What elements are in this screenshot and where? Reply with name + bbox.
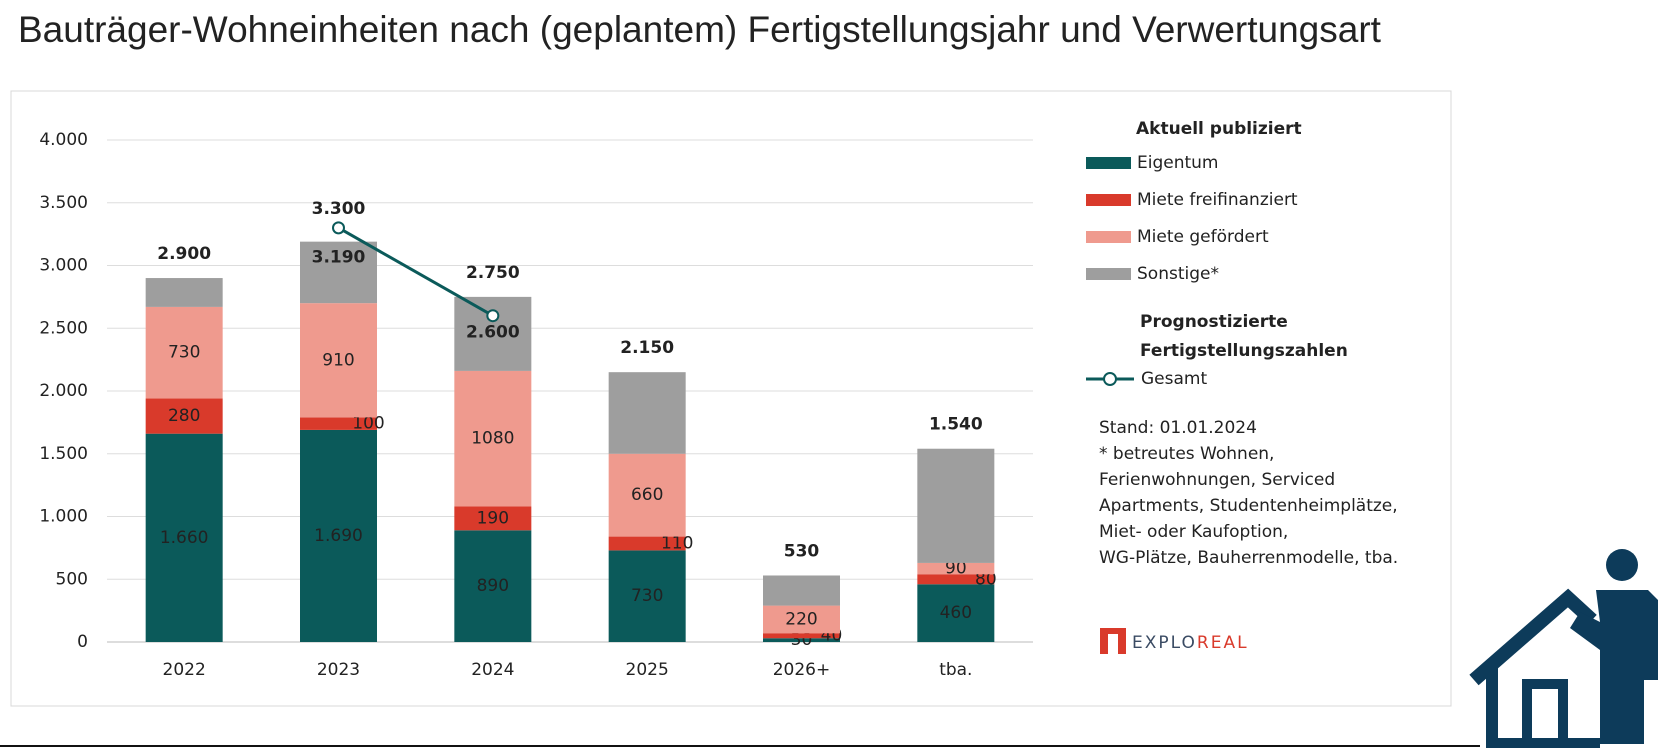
forecast-label: 2.600 xyxy=(466,323,520,343)
chart-title: Bauträger-Wohneinheiten nach (geplantem)… xyxy=(18,9,1382,50)
bar-segment xyxy=(608,536,686,551)
data-label: 1080 xyxy=(471,429,514,449)
bar-segment xyxy=(454,506,532,531)
legend-marker xyxy=(1103,372,1117,386)
data-label: 1.660 xyxy=(160,528,209,548)
legend-swatch xyxy=(1086,157,1131,169)
x-tick-label: tba. xyxy=(939,660,972,680)
logo-part: EXPLO xyxy=(1132,633,1197,653)
data-label: 80 xyxy=(975,569,997,589)
legend-label: Gesamt xyxy=(1141,369,1207,389)
x-tick-label: 2024 xyxy=(471,660,514,680)
bar-segment xyxy=(300,417,377,430)
legend-title: Prognostizierte Fertigstellungszahlen xyxy=(1140,312,1348,361)
legend-label: Miete freifinanziert xyxy=(1137,190,1298,210)
y-tick-label: 500 xyxy=(56,569,88,589)
x-tick-label: 2025 xyxy=(626,660,669,680)
data-label: 100 xyxy=(352,414,384,434)
legend-label: Sonstige* xyxy=(1137,264,1219,284)
logo-part: REAL xyxy=(1197,633,1249,653)
note: * betreutes Wohnen, xyxy=(1099,444,1274,464)
logo: EXPLOREAL xyxy=(1100,628,1249,654)
total-label: 530 xyxy=(784,541,820,561)
data-label: 280 xyxy=(168,406,200,426)
y-tick-label: 2.500 xyxy=(39,318,88,338)
legend-swatch xyxy=(1086,194,1131,206)
total-label: 2.750 xyxy=(466,263,520,283)
y-tick-label: 0 xyxy=(77,632,88,652)
y-tick-label: 1.000 xyxy=(39,507,88,527)
bar-segment xyxy=(763,575,840,606)
bar-segment xyxy=(145,433,223,642)
data-label: 460 xyxy=(940,603,972,623)
data-label: 910 xyxy=(322,350,354,370)
bar-segment xyxy=(300,241,377,304)
note: Miet- oder Kaufoption, xyxy=(1099,522,1288,542)
bar-segment xyxy=(763,638,840,642)
bar-segment xyxy=(145,278,223,307)
total-label: 1.540 xyxy=(929,415,983,435)
bar-segment xyxy=(454,530,532,642)
y-tick-label: 4.000 xyxy=(39,130,88,150)
panel xyxy=(10,90,1452,707)
data-label: 730 xyxy=(168,343,200,363)
x-tick-label: 2023 xyxy=(317,660,360,680)
bar-segment xyxy=(145,306,223,399)
forecast-point xyxy=(486,309,500,323)
note: WG-Plätze, Bauherrenmodelle, tba. xyxy=(1099,548,1398,568)
bar-segment xyxy=(763,633,840,639)
y-tick-label: 3.000 xyxy=(39,256,88,276)
house-icon xyxy=(1469,549,1658,748)
total-label: 2.900 xyxy=(157,244,211,264)
forecast-point xyxy=(332,221,345,235)
data-label: 220 xyxy=(785,609,817,629)
bar-segment xyxy=(300,303,377,418)
note: Stand: 01.01.2024 xyxy=(1099,418,1257,438)
bar-segment xyxy=(145,398,223,434)
bar-segment xyxy=(608,372,686,454)
forecast-line xyxy=(337,226,494,318)
forecast-label: 3.300 xyxy=(312,199,366,219)
data-label: 110 xyxy=(661,533,693,553)
legend-label: Miete gefördert xyxy=(1137,227,1269,247)
legend-swatch xyxy=(1086,268,1131,280)
y-tick-label: 3.500 xyxy=(39,193,88,213)
bar-segment xyxy=(454,370,532,507)
data-label: 890 xyxy=(477,576,509,596)
legend-title-line: Fertigstellungszahlen xyxy=(1140,341,1348,361)
y-tick-label: 2.000 xyxy=(39,381,88,401)
x-tick-label: 2022 xyxy=(163,660,206,680)
note: Ferienwohnungen, Serviced xyxy=(1099,470,1335,490)
logo-text: EXPLOREAL xyxy=(1132,633,1249,653)
x-tick-label: 2026+ xyxy=(773,660,831,680)
y-tick-label: 1.500 xyxy=(39,444,88,464)
total-label: 2.150 xyxy=(620,338,674,358)
bar-segment xyxy=(763,605,840,634)
bar-segment xyxy=(917,584,995,642)
note: Apartments, Studentenheimplätze, xyxy=(1099,496,1398,516)
logo-mark-detail xyxy=(1108,634,1118,654)
data-label: 730 xyxy=(631,586,663,606)
legend-title-line: Prognostizierte xyxy=(1140,312,1288,332)
data-label: 660 xyxy=(631,485,663,505)
data-label: 90 xyxy=(945,559,967,579)
total-label: 3.190 xyxy=(312,248,366,268)
data-label: 190 xyxy=(477,508,509,528)
bar-segment xyxy=(917,574,995,585)
bar-segment xyxy=(917,448,995,563)
bar-segment xyxy=(917,562,995,575)
bar-segment xyxy=(608,453,686,537)
bar-segment xyxy=(608,550,686,642)
data-label: 1.690 xyxy=(314,526,363,546)
legend-title: Aktuell publiziert xyxy=(1136,119,1302,139)
bar-segment xyxy=(300,429,377,642)
legend-label: Eigentum xyxy=(1137,153,1219,173)
legend-swatch xyxy=(1086,231,1131,243)
